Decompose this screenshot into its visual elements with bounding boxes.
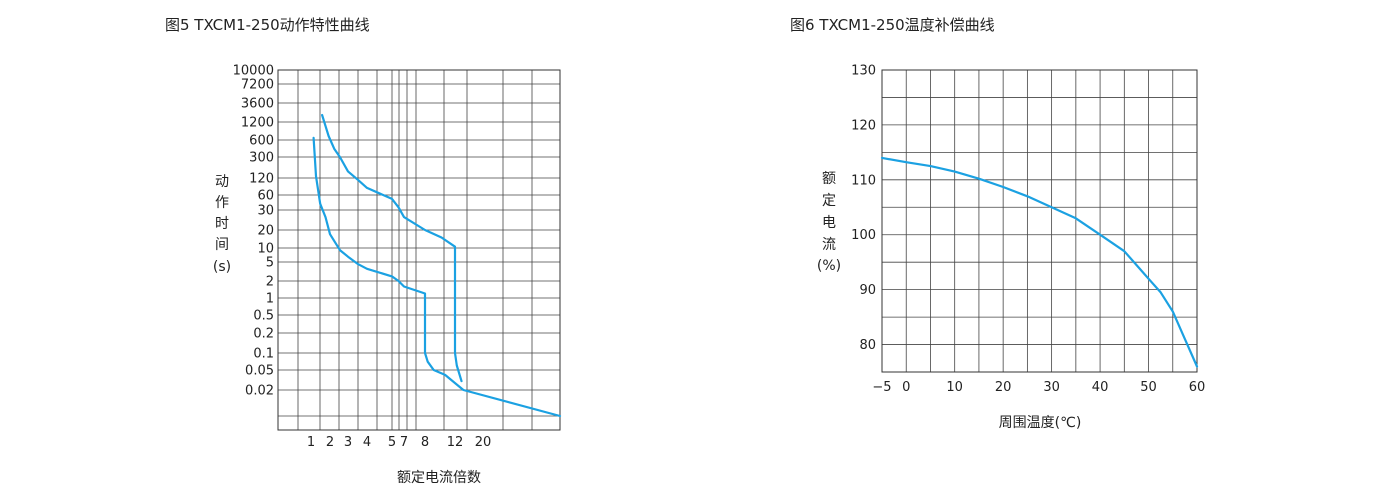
chart6-y-tick-label: 90: [859, 283, 876, 298]
chart5-y-tick-label: 10: [257, 242, 274, 257]
chart5-ylabel-char: 间: [215, 237, 229, 253]
figure5-title: 图5 TXCM1-250动作特性曲线: [165, 16, 370, 34]
chart5-ylabel-char: (s): [213, 259, 231, 275]
figure6-title: 图6 TXCM1-250温度补偿曲线: [790, 16, 995, 34]
chart5-x-tick-label: 5: [388, 435, 396, 450]
chart5-y-tick-label: 20: [257, 224, 274, 239]
chart6-xlabel: 周围温度(℃): [999, 415, 1082, 431]
chart5-x-tick-label: 12: [447, 435, 464, 450]
chart6-y-tick-label: 100: [851, 228, 876, 243]
chart6-x-tick-label: 20: [995, 380, 1012, 395]
chart6-x-tick-label: 0: [902, 380, 910, 395]
chart5-y-tick-label: 60: [257, 189, 274, 204]
chart5-y-tick-label: 0.1: [253, 347, 274, 362]
chart6-frame: [881, 69, 1198, 373]
chart5-ylabel-char: 作: [215, 195, 229, 211]
chart5-y-tick-label: 1200: [241, 116, 274, 131]
chart6-ylabel-char: 电: [822, 215, 836, 231]
chart5-series-line: [312, 136, 562, 418]
chart6-x-tick-label: 50: [1140, 380, 1157, 395]
chart6-x-tick-label: −5: [872, 380, 891, 395]
chart5-y-tick-label: 10000: [233, 64, 274, 79]
chart6-y-tick-label: 80: [859, 338, 876, 353]
chart5-ylabel-char: 时: [215, 216, 229, 232]
chart5-x-tick-label: 4: [363, 435, 371, 450]
chart6-x-tick-label: 30: [1043, 380, 1060, 395]
chart6-y-tick-label: 110: [851, 173, 876, 188]
chart6-ylabel-char: 额: [822, 171, 836, 187]
chart5-x-tick-label: 1: [307, 435, 315, 450]
chart5-y-tick-label: 2: [266, 275, 274, 290]
chart6-temperature-compensation: 130 120 110 100 90 80 −5 0 10 20 30 40 50 60 额定电流 (%) 周围…: [817, 64, 1205, 432]
chart6-ylabel-char: 定: [822, 193, 836, 209]
chart5-y-tick-label: 5: [266, 256, 274, 271]
chart5-y-tick-label: 3600: [241, 97, 274, 112]
chart5-y-tick-label: 600: [249, 134, 274, 149]
chart6-y-tick-label: 130: [851, 64, 876, 79]
chart5-frame: [277, 69, 561, 431]
chart5-x-tick-label: 20: [475, 435, 492, 450]
chart5-y-tick-label: 0.02: [245, 384, 274, 399]
chart6-ylabel-char: 流: [822, 237, 836, 253]
chart5-ylabel-char: 动: [215, 174, 229, 190]
chart5-x-tick-label: 7: [400, 435, 408, 450]
chart5-trip-characteristic: 10000720036001200600300120603020105210.5…: [213, 64, 562, 486]
chart6-x-tick-label: 60: [1189, 380, 1206, 395]
chart5-y-tick-label: 300: [249, 151, 274, 166]
chart6-x-tick-label: 40: [1092, 380, 1109, 395]
chart5-y-tick-label: 120: [249, 172, 274, 187]
chart5-y-tick-label: 0.05: [245, 364, 274, 379]
chart5-y-tick-label: 1: [266, 292, 274, 307]
chart5-series-line: [321, 113, 463, 383]
chart6-series-line: [880, 156, 1199, 368]
chart6-y-tick-label: 120: [851, 118, 876, 133]
chart5-x-tick-label: 3: [344, 435, 352, 450]
chart5-x-tick-label: 2: [326, 435, 334, 450]
chart6-ylabel-char: (%): [817, 258, 841, 274]
chart5-x-tick-label: 8: [421, 435, 429, 450]
chart5-y-tick-label: 0.5: [253, 309, 274, 324]
chart5-xlabel: 额定电流倍数: [397, 470, 481, 486]
chart5-y-tick-label: 7200: [241, 78, 274, 93]
chart5-y-tick-label: 30: [257, 204, 274, 219]
chart5-y-tick-label: 0.2: [253, 327, 274, 342]
chart6-x-tick-label: 10: [946, 380, 963, 395]
